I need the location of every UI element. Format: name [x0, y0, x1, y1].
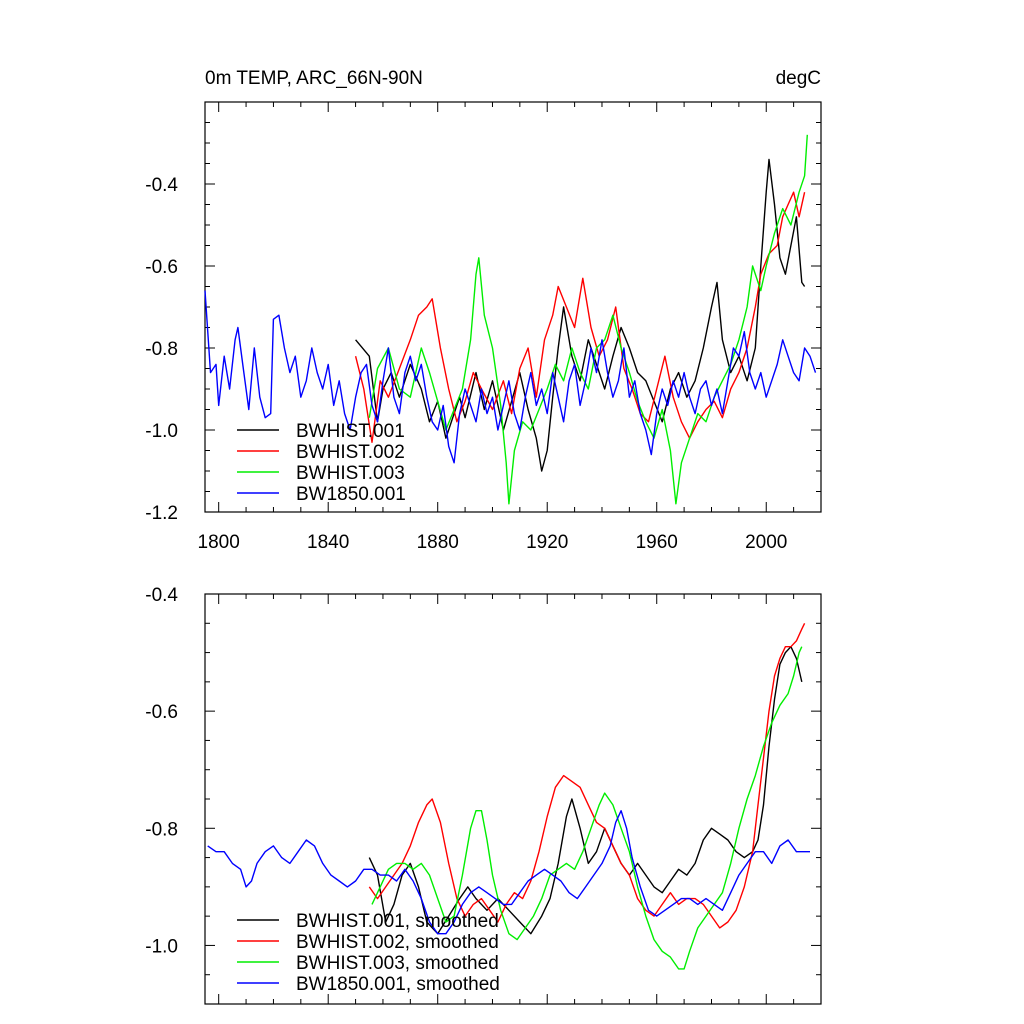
series-line-bwhist-001: [355, 158, 806, 472]
legend-label: BWHIST.003, smoothed: [296, 953, 499, 974]
x-tick-label: 1920: [526, 532, 568, 553]
series-line-bwhist-002: [354, 191, 806, 443]
legend-label: BW1850.001: [296, 484, 406, 505]
y-tick-label: -0.4: [145, 175, 178, 196]
legend-label: BWHIST.002: [296, 442, 405, 463]
series-line-bwhist-003: [368, 134, 808, 505]
y-tick-label: -0.8: [145, 819, 178, 840]
units-label: degC: [776, 68, 821, 89]
y-tick-label: -0.6: [145, 257, 178, 278]
x-tick-label: 1840: [307, 532, 349, 553]
y-tick-label: -0.8: [145, 339, 178, 360]
series-line-bwhist-003-smoothed: [371, 646, 803, 970]
legend-label: BWHIST.001, smoothed: [296, 911, 499, 932]
legend-label: BWHIST.003: [296, 463, 405, 484]
panel-top: 0m TEMP, ARC_66N-90N degC 1800 1840 1880 19…: [145, 68, 822, 553]
x-tick-label: 2000: [745, 532, 787, 553]
y-tick-label: -0.6: [145, 702, 178, 723]
x-tick-label: 1960: [636, 532, 678, 553]
y-tick-label: -0.4: [145, 585, 178, 606]
chart-title: 0m TEMP, ARC_66N-90N: [205, 68, 423, 89]
series-line-bw1850-001: [204, 290, 817, 464]
series-line-bwhist-001-smoothed: [368, 646, 803, 935]
legend-label: BW1850.001, smoothed: [296, 974, 500, 995]
y-tick-label: -1.0: [145, 936, 178, 957]
y-tick-label: -1.2: [145, 503, 178, 524]
legend-label: BWHIST.002, smoothed: [296, 932, 499, 953]
legend-label: BWHIST.001: [296, 421, 405, 442]
x-tick-label: 1800: [198, 532, 240, 553]
y-tick-label: -1.0: [145, 421, 178, 442]
series-line-bwhist-002-smoothed: [368, 622, 806, 929]
series-line-bw1850-001-smoothed: [207, 810, 810, 935]
x-tick-label: 1880: [417, 532, 459, 553]
